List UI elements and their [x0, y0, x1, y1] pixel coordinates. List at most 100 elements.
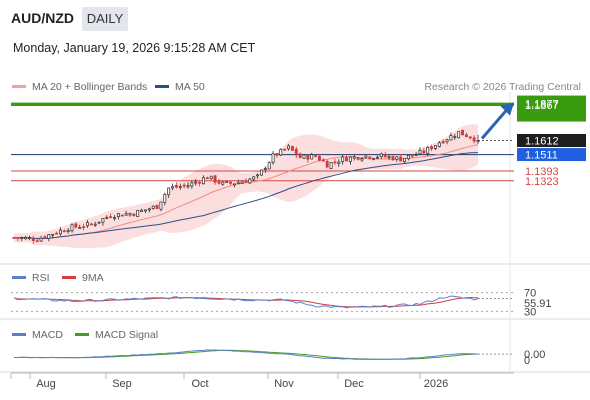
- candle-body: [376, 156, 379, 159]
- candle: [364, 155, 368, 159]
- candle-body: [422, 150, 426, 154]
- candle-body: [275, 153, 279, 156]
- candle-body: [290, 145, 294, 151]
- target-arrow: [480, 102, 514, 140]
- candle: [275, 153, 279, 158]
- candle: [232, 183, 236, 188]
- candle-body: [209, 175, 213, 179]
- candle: [144, 209, 147, 214]
- candle-body: [271, 153, 275, 163]
- x-tick-1: Sep: [112, 378, 132, 390]
- candle: [430, 144, 434, 151]
- candle-body: [159, 201, 163, 210]
- candle: [383, 151, 387, 158]
- candle-body: [62, 230, 66, 233]
- candle: [468, 136, 472, 140]
- candle: [124, 210, 128, 216]
- candle-body: [256, 174, 260, 177]
- candle: [70, 223, 74, 233]
- candle-body: [221, 181, 225, 185]
- candle: [434, 145, 437, 151]
- candle-body: [186, 185, 190, 188]
- candle-body: [267, 162, 271, 170]
- macd-last-value: 0.00: [524, 349, 545, 361]
- candle: [171, 183, 174, 191]
- candle-body: [341, 156, 345, 162]
- candle: [101, 218, 105, 226]
- target-tag-bg: [517, 95, 586, 122]
- candle-body: [414, 154, 418, 156]
- candle-body: [205, 177, 209, 180]
- timeframe-button[interactable]: DAILY: [82, 7, 128, 31]
- candle-body: [314, 155, 318, 158]
- candle: [86, 219, 89, 229]
- candle: [379, 152, 383, 160]
- candle: [267, 161, 271, 170]
- candle: [314, 153, 318, 158]
- candle: [116, 212, 120, 220]
- candle-body: [410, 154, 414, 157]
- candle: [82, 223, 86, 231]
- candle-body: [279, 148, 283, 156]
- candle: [47, 234, 51, 242]
- candle-body: [47, 234, 51, 239]
- candle: [290, 145, 294, 151]
- candle-body: [318, 155, 321, 161]
- candle-body: [321, 159, 325, 162]
- top-bar: AUD/NZD DAILY: [0, 0, 590, 36]
- candle: [437, 141, 441, 148]
- candle: [283, 148, 287, 151]
- candle: [418, 147, 422, 155]
- support-tag-0: 1.1393: [525, 166, 559, 178]
- candle: [298, 152, 302, 159]
- ma50-line: [13, 152, 479, 240]
- candle-body: [403, 157, 406, 163]
- candle: [163, 192, 167, 206]
- candle: [205, 176, 209, 180]
- candle-body: [360, 158, 364, 161]
- candle: [16, 237, 20, 242]
- candle-body: [97, 221, 101, 224]
- candle-body: [437, 142, 441, 147]
- candle: [147, 207, 151, 213]
- candle: [387, 154, 391, 161]
- pivot-tag: 1.1511: [517, 148, 586, 162]
- candle-body: [171, 186, 174, 189]
- candle: [248, 177, 252, 184]
- candle-body: [325, 160, 329, 168]
- rsi-tick-0: 70: [524, 288, 536, 300]
- candle: [194, 178, 198, 186]
- candle: [321, 158, 325, 162]
- candle-body: [287, 145, 290, 150]
- candle-body: [464, 134, 468, 138]
- candle: [302, 154, 306, 160]
- candle: [345, 155, 348, 162]
- candle: [260, 169, 263, 176]
- candle: [406, 154, 410, 161]
- candle: [372, 157, 376, 161]
- candle: [74, 222, 78, 229]
- candle-body: [51, 233, 55, 236]
- candle: [341, 154, 345, 165]
- candle-body: [58, 229, 62, 235]
- candle-body: [120, 214, 124, 217]
- candle-body: [229, 181, 232, 184]
- legend-macd-signal: MACD Signal: [75, 329, 158, 341]
- candle: [476, 134, 480, 145]
- candle: [318, 154, 321, 162]
- candle: [62, 229, 66, 233]
- candle: [109, 213, 113, 219]
- macd-swatch-icon: [12, 332, 26, 336]
- candle: [209, 175, 213, 180]
- candle-body: [70, 224, 74, 232]
- candle: [395, 156, 399, 162]
- candle: [28, 235, 31, 241]
- candle: [426, 146, 430, 157]
- candle-body: [144, 209, 147, 212]
- candle: [155, 204, 159, 209]
- x-tick-2: Oct: [191, 378, 208, 390]
- support-tag-0-text: 1.1393: [525, 166, 559, 178]
- last-price-tag-text: 1.1612: [525, 135, 559, 147]
